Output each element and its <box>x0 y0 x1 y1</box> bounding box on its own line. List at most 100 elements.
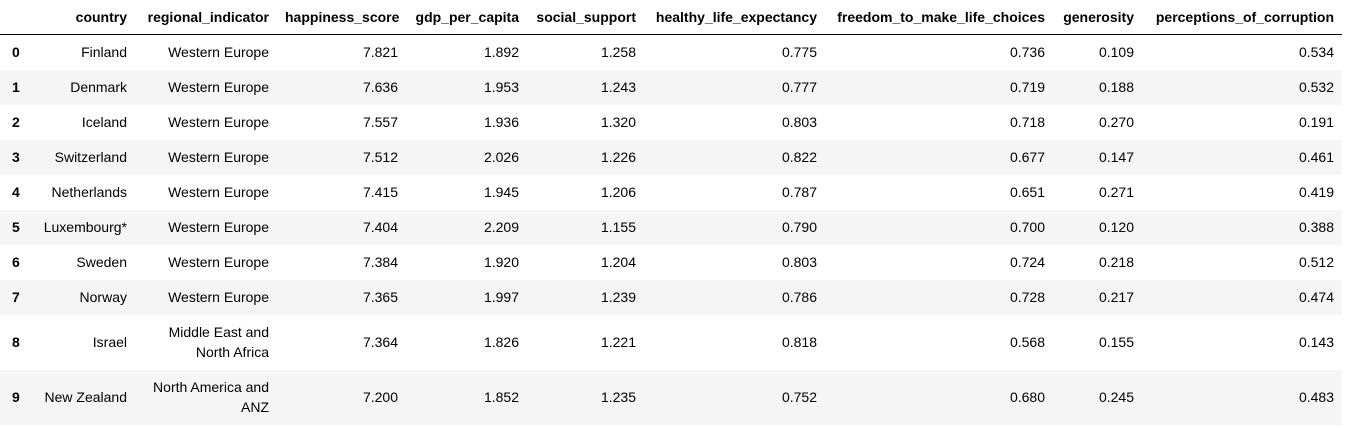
table-cell: Sweden <box>76 254 127 270</box>
table-cell: Luxembourg* <box>43 219 127 235</box>
table-cell: 1.258 <box>600 44 636 61</box>
column-header: country <box>30 0 135 35</box>
table-cell: 1.953 <box>483 79 519 95</box>
table-cell: 0.419 <box>1298 184 1334 200</box>
column-header: social_support <box>527 0 644 35</box>
table-cell: 0.752 <box>781 389 817 405</box>
table-cell: 0.532 <box>1298 79 1334 95</box>
table-cell: 0.786 <box>781 289 817 305</box>
table-cell: 0.217 <box>1098 289 1134 305</box>
table-cell: 0.388 <box>1298 219 1334 235</box>
column-header: gdp_per_capita <box>406 0 527 35</box>
column-header: freedom_to_make_life_choices <box>825 0 1053 35</box>
table-cell: 0.155 <box>1098 334 1134 350</box>
row-index: 8 <box>12 334 20 350</box>
table-cell: 0.790 <box>781 219 817 235</box>
row-index: 5 <box>12 219 20 235</box>
row-index: 6 <box>12 254 20 270</box>
table-cell: 0.803 <box>781 254 817 270</box>
table-cell: Switzerland <box>54 149 127 165</box>
row-index: 0 <box>12 44 20 61</box>
table-cell: 1.155 <box>600 219 636 235</box>
table-row: 1 Denmark Western Europe 7.636 1.953 1.243 0.7… <box>0 69 1342 105</box>
table-row: 9 New Zealand North America and ANZ 7.200 1.… <box>0 369 1342 425</box>
table-cell: 0.818 <box>781 334 817 350</box>
table-cell: 0.728 <box>1009 289 1045 305</box>
table-cell: Israel <box>92 334 127 350</box>
table-cell: 0.787 <box>781 184 817 200</box>
table-cell: 1.826 <box>483 334 519 350</box>
table-cell: 1.892 <box>483 44 519 61</box>
table-cell: 1.239 <box>600 289 636 305</box>
table-cell: 0.719 <box>1009 79 1045 95</box>
table-cell: Denmark <box>70 79 127 95</box>
table-cell: Iceland <box>81 114 127 130</box>
table-cell: Western Europe <box>168 219 269 235</box>
table-cell: 0.568 <box>1009 334 1045 350</box>
table-cell: Middle East and North Africa <box>168 324 269 360</box>
table-row: 7 Norway Western Europe 7.365 1.997 1.239 0.78… <box>0 279 1342 315</box>
table-cell: 0.677 <box>1009 149 1045 165</box>
table-cell: 1.936 <box>483 114 519 130</box>
table-cell: 1.204 <box>600 254 636 270</box>
table-cell: 0.461 <box>1298 149 1334 165</box>
table-cell: 0.483 <box>1298 389 1334 405</box>
table-cell: 0.143 <box>1298 334 1334 350</box>
row-index: 9 <box>12 389 20 405</box>
table-row: 8 Israel Middle East and North Africa 7.364… <box>0 315 1342 370</box>
table-cell: 0.680 <box>1009 389 1045 405</box>
table-cell: Finland <box>81 44 127 61</box>
table-cell: 7.415 <box>362 184 398 200</box>
table-cell: 7.404 <box>362 219 398 235</box>
table-cell: 0.775 <box>781 44 817 61</box>
table-cell: 0.271 <box>1098 184 1134 200</box>
table-row: 5 Luxembourg* Western Europe 7.404 2.209 1.15… <box>0 209 1342 245</box>
column-header: healthy_life_expectancy <box>644 0 825 35</box>
table-row: 2 Iceland Western Europe 7.557 1.936 1.320 0.8… <box>0 105 1342 140</box>
row-index: 3 <box>12 149 20 165</box>
table-cell: 0.651 <box>1009 184 1045 200</box>
table-cell: Western Europe <box>168 149 269 165</box>
table-cell: 2.209 <box>483 219 519 235</box>
column-header: generosity <box>1053 0 1142 35</box>
table-cell: Western Europe <box>168 114 269 130</box>
column-header: perceptions_of_corruption <box>1142 0 1342 35</box>
table-cell: 0.147 <box>1098 149 1134 165</box>
table-cell: 1.235 <box>600 389 636 405</box>
table-cell: 0.822 <box>781 149 817 165</box>
table-cell: North America and ANZ <box>153 379 269 415</box>
table-cell: 1.243 <box>600 79 636 95</box>
table-cell: Western Europe <box>168 44 269 61</box>
column-header: happiness_score <box>277 0 406 35</box>
table-cell: 0.270 <box>1098 114 1134 130</box>
table-cell: 0.109 <box>1098 44 1134 61</box>
table-cell: Western Europe <box>168 184 269 200</box>
table-cell: 0.245 <box>1098 389 1134 405</box>
table-cell: Western Europe <box>168 254 269 270</box>
table-cell: 1.320 <box>600 114 636 130</box>
table-cell: 7.557 <box>362 114 398 130</box>
table-cell: Western Europe <box>168 289 269 305</box>
table-cell: 0.724 <box>1009 254 1045 270</box>
table-cell: Western Europe <box>168 79 269 95</box>
table-cell: 0.512 <box>1298 254 1334 270</box>
table-cell: 1.945 <box>483 184 519 200</box>
table-row: 6 Sweden Western Europe 7.384 1.920 1.204 0.80… <box>0 245 1342 280</box>
table-cell: 7.200 <box>362 389 398 405</box>
table-cell: 0.700 <box>1009 219 1045 235</box>
table-cell: 0.218 <box>1098 254 1134 270</box>
table-cell: 7.365 <box>362 289 398 305</box>
table-body: 0 Finland Western Europe 7.821 1.892 1.258 0.7… <box>0 35 1342 425</box>
table-cell: 7.821 <box>362 44 398 61</box>
table-cell: 0.191 <box>1298 114 1334 130</box>
row-index: 7 <box>12 289 20 305</box>
table-cell: 0.534 <box>1298 44 1334 61</box>
table-cell: Norway <box>79 289 127 305</box>
table-header: country regional_indicator happiness_score… <box>0 0 1342 35</box>
table-cell: 1.920 <box>483 254 519 270</box>
table-cell: Netherlands <box>51 184 128 200</box>
row-index: 1 <box>12 79 20 95</box>
table-cell: 0.736 <box>1009 44 1045 61</box>
